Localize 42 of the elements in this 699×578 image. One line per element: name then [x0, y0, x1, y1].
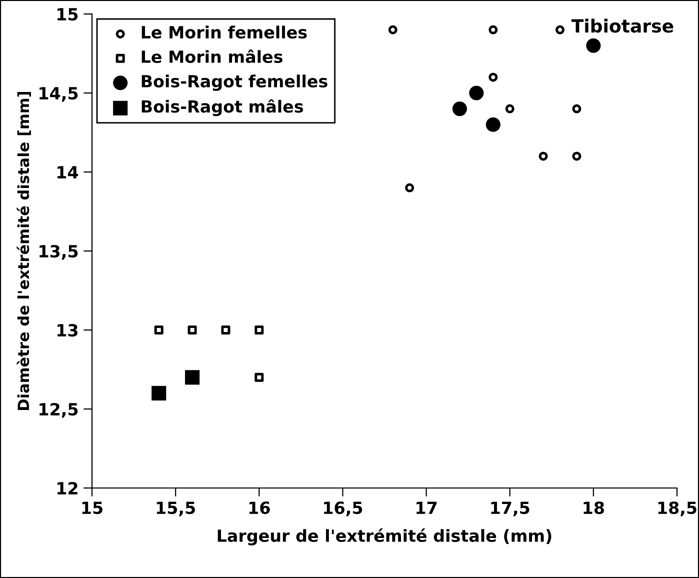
y-tick-label: 13 — [57, 324, 78, 337]
x-tick-label: 17 — [416, 502, 437, 514]
legend-label: Le Morin mâles — [142, 49, 282, 64]
point — [572, 104, 582, 114]
point — [452, 102, 467, 116]
legend-label: Bois-Ragot femelles — [142, 74, 328, 91]
legend-label: Le Morin femelles — [142, 26, 307, 39]
point — [152, 386, 166, 400]
y-tick-label: 13,5 — [40, 244, 78, 260]
y-tick-label: 14,5 — [40, 87, 78, 102]
point — [572, 152, 582, 161]
point — [505, 104, 514, 114]
point — [538, 152, 548, 161]
point — [488, 25, 498, 34]
point — [586, 38, 601, 53]
x-tick-label: 18 — [584, 501, 604, 514]
point — [254, 372, 264, 382]
chart-title: Tibiotarse — [571, 18, 674, 33]
y-axis-title: Diamètre de l'extrémité distale [mm] — [16, 92, 31, 410]
point — [488, 72, 498, 82]
x-tick-label: 16,5 — [324, 502, 362, 516]
x-tick-label: 16 — [249, 502, 270, 514]
x-tick-label: 18,5 — [658, 501, 696, 516]
x-tick-label: 15 — [82, 502, 102, 514]
y-tick-label: 12 — [57, 482, 78, 494]
point — [254, 325, 264, 335]
point — [221, 325, 230, 335]
x-tick-label: 17,5 — [491, 502, 530, 516]
legend-label: Bois-Ragot mâles — [142, 99, 304, 116]
point — [185, 370, 200, 385]
point — [188, 325, 197, 335]
point — [405, 183, 414, 192]
point — [469, 86, 484, 100]
point — [154, 325, 164, 335]
point — [388, 25, 398, 34]
x-axis-title: Largeur de l'extrémité distale (mm) — [218, 528, 552, 546]
point — [486, 117, 500, 132]
y-tick-label: 15 — [57, 8, 78, 21]
y-tick-label: 14 — [57, 166, 78, 178]
x-tick-label: 15,5 — [156, 502, 195, 516]
y-tick-label: 12,5 — [40, 402, 78, 418]
point — [555, 25, 565, 34]
